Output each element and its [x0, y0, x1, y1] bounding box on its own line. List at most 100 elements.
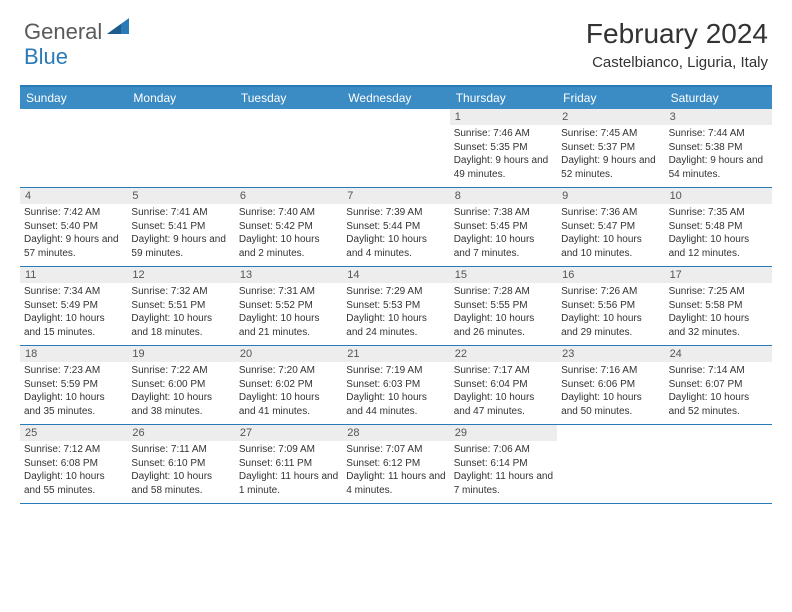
day-details: Sunrise: 7:17 AMSunset: 6:04 PMDaylight:…: [450, 362, 557, 422]
sunset-text: Sunset: 5:35 PM: [454, 141, 553, 155]
sunrise-text: Sunrise: 7:19 AM: [346, 364, 445, 378]
daylight-text: Daylight: 9 hours and 59 minutes.: [131, 233, 230, 260]
calendar-day: 16 Sunrise: 7:26 AMSunset: 5:56 PMDayligh…: [557, 267, 664, 345]
weekday-sunday: Sunday: [20, 87, 127, 109]
weekday-tuesday: Tuesday: [235, 87, 342, 109]
day-number: 20: [235, 346, 342, 362]
day-details: Sunrise: 7:14 AMSunset: 6:07 PMDaylight:…: [665, 362, 772, 422]
daylight-text: Daylight: 11 hours and 4 minutes.: [346, 470, 445, 497]
daylight-text: Daylight: 10 hours and 41 minutes.: [239, 391, 338, 418]
sunset-text: Sunset: 6:04 PM: [454, 378, 553, 392]
daylight-text: Daylight: 9 hours and 54 minutes.: [669, 154, 768, 181]
calendar-day: [665, 425, 772, 503]
calendar-day: [235, 109, 342, 187]
day-number: 16: [557, 267, 664, 283]
sunrise-text: Sunrise: 7:26 AM: [561, 285, 660, 299]
day-number: 26: [127, 425, 234, 441]
daylight-text: Daylight: 10 hours and 35 minutes.: [24, 391, 123, 418]
sunset-text: Sunset: 5:51 PM: [131, 299, 230, 313]
day-number: 2: [557, 109, 664, 125]
day-number: 27: [235, 425, 342, 441]
calendar-day: 22Sunrise: 7:17 AMSunset: 6:04 PMDayligh…: [450, 346, 557, 424]
day-details: Sunrise: 7:31 AMSunset: 5:52 PMDaylight:…: [235, 283, 342, 343]
day-number: 22: [450, 346, 557, 362]
calendar-day: 5Sunrise: 7:41 AMSunset: 5:41 PMDaylight…: [127, 188, 234, 266]
sunset-text: Sunset: 5:44 PM: [346, 220, 445, 234]
daylight-text: Daylight: 10 hours and 2 minutes.: [239, 233, 338, 260]
sunset-text: Sunset: 5:40 PM: [24, 220, 123, 234]
daylight-text: Daylight: 10 hours and 12 minutes.: [669, 233, 768, 260]
sunset-text: Sunset: 6:12 PM: [346, 457, 445, 471]
sunrise-text: Sunrise: 7:44 AM: [669, 127, 768, 141]
sunset-text: Sunset: 5:59 PM: [24, 378, 123, 392]
daylight-text: Daylight: 10 hours and 38 minutes.: [131, 391, 230, 418]
day-details: Sunrise: 7:40 AMSunset: 5:42 PMDaylight:…: [235, 204, 342, 264]
sunset-text: Sunset: 6:08 PM: [24, 457, 123, 471]
calendar-day: 23Sunrise: 7:16 AMSunset: 6:06 PMDayligh…: [557, 346, 664, 424]
day-number: 21: [342, 346, 449, 362]
day-details: Sunrise: 7:35 AMSunset: 5:48 PMDaylight:…: [665, 204, 772, 264]
day-details: Sunrise: 7:11 AMSunset: 6:10 PMDaylight:…: [127, 441, 234, 501]
day-number: [20, 109, 127, 125]
weekday-monday: Monday: [127, 87, 234, 109]
sunset-text: Sunset: 5:37 PM: [561, 141, 660, 155]
calendar-day: 7Sunrise: 7:39 AMSunset: 5:44 PMDaylight…: [342, 188, 449, 266]
sunrise-text: Sunrise: 7:11 AM: [131, 443, 230, 457]
calendar-day: 18Sunrise: 7:23 AMSunset: 5:59 PMDayligh…: [20, 346, 127, 424]
day-number: 11: [20, 267, 127, 283]
sunrise-text: Sunrise: 7:41 AM: [131, 206, 230, 220]
calendar-week: 25Sunrise: 7:12 AMSunset: 6:08 PMDayligh…: [20, 425, 772, 504]
day-details: Sunrise: 7:32 AMSunset: 5:51 PMDaylight:…: [127, 283, 234, 343]
day-number: [342, 109, 449, 125]
daylight-text: Daylight: 10 hours and 26 minutes.: [454, 312, 553, 339]
sunset-text: Sunset: 5:38 PM: [669, 141, 768, 155]
daylight-text: Daylight: 10 hours and 29 minutes.: [561, 312, 660, 339]
location: Castelbianco, Liguria, Italy: [586, 54, 768, 71]
day-details: Sunrise: 7:09 AMSunset: 6:11 PMDaylight:…: [235, 441, 342, 501]
daylight-text: Daylight: 10 hours and 44 minutes.: [346, 391, 445, 418]
weekday-thursday: Thursday: [450, 87, 557, 109]
calendar-week: 11 Sunrise: 7:34 AMSunset: 5:49 PM Dayligh…: [20, 267, 772, 346]
logo-text-general: General: [24, 19, 102, 45]
sunrise-text: Sunrise: 7:36 AM: [561, 206, 660, 220]
calendar-day: 14Sunrise: 7:29 AMSunset: 5:53 PMDayligh…: [342, 267, 449, 345]
calendar-header-row: Sunday Monday Tuesday Wednesday Thursday…: [20, 87, 772, 109]
sunrise-text: Sunrise: 7:34 AM: [24, 285, 123, 299]
logo-triangle-icon: [107, 18, 129, 39]
day-number: 13: [235, 267, 342, 283]
header: General February 2024 Castelbianco, Ligu…: [0, 0, 792, 77]
day-details: Sunrise: 7:20 AMSunset: 6:02 PMDaylight:…: [235, 362, 342, 422]
daylight-text: Daylight: 11 hours and 7 minutes.: [454, 470, 553, 497]
sunset-text: Sunset: 6:11 PM: [239, 457, 338, 471]
day-number: 17: [665, 267, 772, 283]
sunrise-text: Sunrise: 7:17 AM: [454, 364, 553, 378]
calendar-day: [342, 109, 449, 187]
calendar-day: 2Sunrise: 7:45 AMSunset: 5:37 PMDaylight…: [557, 109, 664, 187]
day-details: Sunrise: 7:29 AMSunset: 5:53 PMDaylight:…: [342, 283, 449, 343]
calendar: Sunday Monday Tuesday Wednesday Thursday…: [20, 85, 772, 504]
sunrise-text: Sunrise: 7:20 AM: [239, 364, 338, 378]
day-details: Sunrise: 7:28 AMSunset: 5:55 PMDaylight:…: [450, 283, 557, 343]
calendar-day: 8Sunrise: 7:38 AMSunset: 5:45 PMDaylight…: [450, 188, 557, 266]
sunrise-text: Sunrise: 7:38 AM: [454, 206, 553, 220]
sunset-text: Sunset: 5:49 PM: [24, 299, 123, 313]
sunrise-text: Sunrise: 7:42 AM: [24, 206, 123, 220]
sunset-text: Sunset: 5:56 PM: [561, 299, 660, 313]
day-details: Sunrise: 7:19 AMSunset: 6:03 PMDaylight:…: [342, 362, 449, 422]
day-number: 29: [450, 425, 557, 441]
sunrise-text: Sunrise: 7:22 AM: [131, 364, 230, 378]
sunset-text: Sunset: 5:55 PM: [454, 299, 553, 313]
calendar-day: 11Sunrise: 7:34 AMSunset: 5:49 PMDayligh…: [20, 267, 127, 345]
sunrise-text: Sunrise: 7:09 AM: [239, 443, 338, 457]
weekday-friday: Friday: [557, 87, 664, 109]
calendar-day: 25Sunrise: 7:12 AMSunset: 6:08 PMDayligh…: [20, 425, 127, 503]
sunrise-text: Sunrise: 7:12 AM: [24, 443, 123, 457]
day-number: [665, 425, 772, 441]
sunset-text: Sunset: 5:47 PM: [561, 220, 660, 234]
day-details: Sunrise: 7:44 AMSunset: 5:38 PMDaylight:…: [665, 125, 772, 185]
sunset-text: Sunset: 5:48 PM: [669, 220, 768, 234]
daylight-text: Daylight: 11 hours and 1 minute.: [239, 470, 338, 497]
sunrise-text: Sunrise: 7:32 AM: [131, 285, 230, 299]
day-number: [127, 109, 234, 125]
daylight-text: Daylight: 10 hours and 50 minutes.: [561, 391, 660, 418]
